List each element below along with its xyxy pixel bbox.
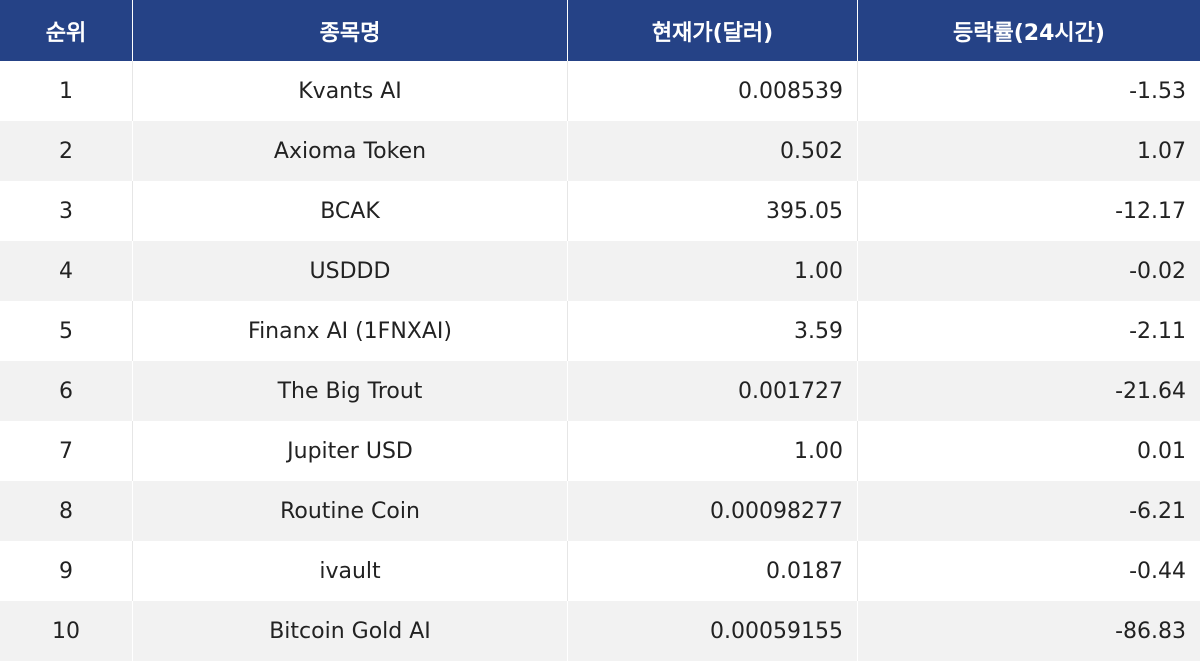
table-row: 8 Routine Coin 0.00098277 -6.21 (0, 481, 1200, 541)
header-rank: 순위 (0, 0, 133, 61)
table-row: 4 USDDD 1.00 -0.02 (0, 241, 1200, 301)
cell-change: -12.17 (1115, 198, 1186, 224)
cell-rank: 4 (0, 241, 133, 301)
cell-change: -86.83 (1115, 618, 1186, 644)
cell-rank: 8 (0, 481, 133, 541)
cell-price: 0.001727 (568, 361, 858, 421)
table-header: 순위 종목명 현재가(달러) 등락률(24시간) (0, 0, 1200, 61)
cell-rank: 1 (0, 61, 133, 121)
table-row: 3 BCAK 395.05 -12.17 (0, 181, 1200, 241)
cell-price: 3.59 (568, 301, 858, 361)
table-row: 6 The Big Trout 0.001727 -21.64 (0, 361, 1200, 421)
header-name: 종목명 (133, 0, 568, 61)
cell-change: -0.02 (1129, 258, 1186, 284)
cell-name: Bitcoin Gold AI (133, 601, 568, 661)
cell-rank: 2 (0, 121, 133, 181)
cell-name: Routine Coin (133, 481, 568, 541)
cell-name: Axioma Token (133, 121, 568, 181)
cell-change: -2.11 (1129, 318, 1186, 344)
table-row: 5 Finanx AI (1FNXAI) 3.59 -2.11 (0, 301, 1200, 361)
header-price: 현재가(달러) (568, 0, 858, 61)
cell-rank: 10 (0, 601, 133, 661)
cell-name: ivault (133, 541, 568, 601)
cell-change: -21.64 (1115, 378, 1186, 404)
cell-change: -0.44 (1129, 558, 1186, 584)
cell-price: 0.00059155 (568, 601, 858, 661)
cell-price: 395.05 (568, 181, 858, 241)
cell-price: 0.008539 (568, 61, 858, 121)
cell-price: 1.00 (568, 421, 858, 481)
cell-rank: 9 (0, 541, 133, 601)
cell-rank: 7 (0, 421, 133, 481)
cell-price: 0.502 (568, 121, 858, 181)
cell-name: BCAK (133, 181, 568, 241)
cell-change: 0.01 (1137, 438, 1186, 464)
cell-price: 0.0187 (568, 541, 858, 601)
cell-change: -6.21 (1129, 498, 1186, 524)
cell-rank: 6 (0, 361, 133, 421)
cell-name: USDDD (133, 241, 568, 301)
cell-price: 1.00 (568, 241, 858, 301)
table-row: 9 ivault 0.0187 -0.44 (0, 541, 1200, 601)
table-row: 2 Axioma Token 0.502 1.07 (0, 121, 1200, 181)
cell-name: Kvants AI (133, 61, 568, 121)
table-row: 7 Jupiter USD 1.00 0.01 (0, 421, 1200, 481)
cell-change: 1.07 (1137, 138, 1186, 164)
cell-rank: 5 (0, 301, 133, 361)
table-row: 1 Kvants AI 0.008539 -1.53 (0, 61, 1200, 121)
header-change: 등락률(24시간) (953, 20, 1105, 46)
cell-name: Jupiter USD (133, 421, 568, 481)
cell-rank: 3 (0, 181, 133, 241)
cell-name: The Big Trout (133, 361, 568, 421)
cell-change: -1.53 (1129, 78, 1186, 104)
cell-price: 0.00098277 (568, 481, 858, 541)
cell-name: Finanx AI (1FNXAI) (133, 301, 568, 361)
table-row: 10 Bitcoin Gold AI 0.00059155 -86.83 (0, 601, 1200, 661)
